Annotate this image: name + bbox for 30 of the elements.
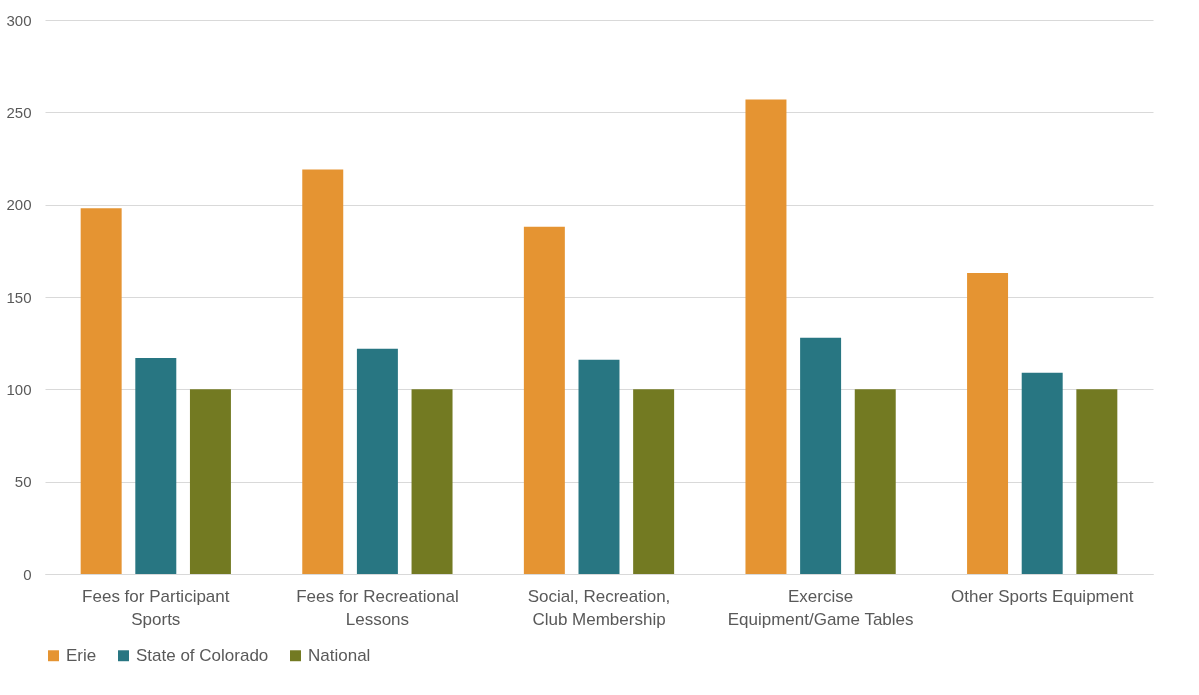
y-tick-label: 0	[23, 565, 32, 583]
x-tick-label: Other Sports Equipment	[951, 586, 1134, 606]
bar	[189, 389, 231, 574]
bar	[1021, 372, 1063, 574]
x-tick-label: Fees for Participant Sports	[82, 586, 230, 629]
legend-label: Erie	[66, 645, 97, 665]
bar	[967, 272, 1009, 574]
bar	[633, 389, 675, 574]
legend-label: State of Colorado	[136, 645, 269, 665]
bar	[356, 348, 398, 574]
y-tick-label: 50	[14, 473, 32, 491]
bar	[302, 169, 344, 574]
y-tick-label: 200	[6, 196, 32, 214]
legend-label: National	[308, 645, 371, 665]
x-tick-label: Fees for Recreational Lessons	[296, 586, 459, 629]
bar	[411, 389, 453, 574]
bar	[135, 357, 177, 574]
bar	[578, 359, 620, 574]
bar	[800, 337, 842, 574]
y-tick-label: 100	[6, 380, 32, 398]
bar	[854, 389, 896, 574]
bar	[1076, 389, 1118, 574]
y-tick-label: 250	[6, 103, 32, 121]
bar	[523, 226, 565, 574]
y-tick-label: 150	[6, 288, 32, 306]
x-tick-label: Exercise Equipment/Game Tables	[727, 586, 914, 629]
bar	[745, 99, 787, 574]
bar	[80, 208, 122, 574]
x-tick-label: Social, Recreation, Club Membership	[527, 586, 671, 629]
y-tick-label: 300	[6, 11, 32, 29]
